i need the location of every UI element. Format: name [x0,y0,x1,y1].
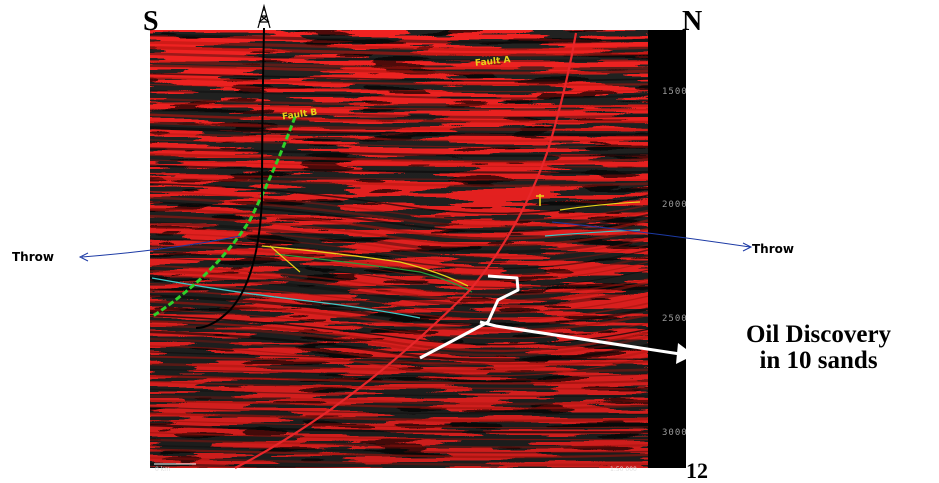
throw-right-arrow [551,221,751,248]
compass-south: S [143,6,159,37]
throw-left-arrow [81,235,241,258]
discovery-pointer [419,274,520,360]
depth-tick-3000: 3000 [662,428,688,438]
depth-tick-1500: 1500 [662,87,688,97]
horizon-yellow-short [269,245,301,273]
depth-tick-2000: 2000 [662,200,688,210]
depth-tick-2500: 2500 [662,314,688,324]
derrick-icon [257,3,271,29]
horizon-cyan [151,277,421,319]
fault-b-line [152,116,297,318]
horizon-right-cyan [544,229,641,237]
bottom-number: 12 [686,458,708,483]
scale-ratio: 1:50 000 [610,466,637,473]
throw-label-left: Throw [12,250,54,264]
throw-label-right: Throw [752,242,794,256]
seismic-section [150,30,648,468]
compass-north: N [682,6,703,37]
horizon-yellow [261,245,469,287]
depth-scale-bar [648,30,686,468]
discovery-line-1: Oil Discovery [745,321,892,348]
fault-a-line [234,32,578,469]
horizon-right-yellow [559,201,641,211]
scale-label: 0 km [155,466,171,473]
horizon-green [274,253,473,293]
discovery-line-2: in 10 sands [759,347,878,374]
well-trajectory [195,27,265,329]
discovery-arrowhead [676,343,694,364]
